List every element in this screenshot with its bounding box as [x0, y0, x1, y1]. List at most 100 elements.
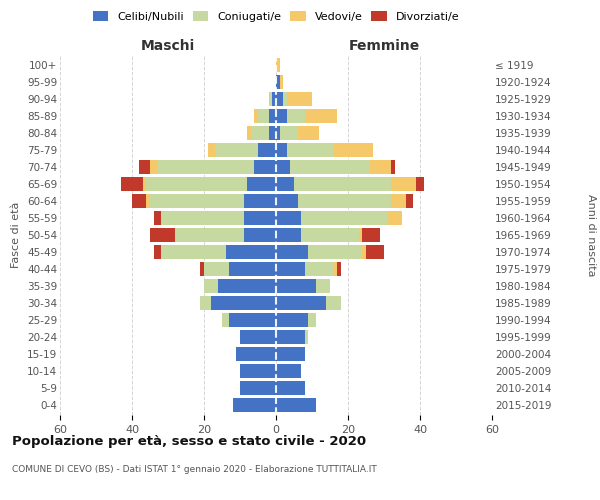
Bar [236, 347, 276, 361]
Bar [139, 160, 150, 174]
Bar [362, 245, 366, 259]
Bar [143, 177, 146, 191]
Bar [388, 211, 402, 225]
Bar [280, 75, 283, 89]
Bar [276, 279, 316, 293]
Bar [308, 313, 316, 327]
Bar [276, 211, 301, 225]
Bar [150, 194, 244, 208]
Bar [247, 177, 276, 191]
Text: COMUNE DI CEVO (BS) - Dati ISTAT 1° gennaio 2020 - Elaborazione TUTTITALIA.IT: COMUNE DI CEVO (BS) - Dati ISTAT 1° genn… [12, 465, 377, 474]
Bar [276, 313, 308, 327]
Bar [244, 228, 276, 242]
Bar [298, 194, 391, 208]
Bar [305, 109, 337, 123]
Bar [272, 92, 276, 106]
Bar [200, 296, 211, 310]
Bar [298, 126, 319, 140]
Bar [276, 75, 280, 89]
Y-axis label: Fasce di età: Fasce di età [11, 202, 22, 268]
Bar [204, 262, 229, 276]
Bar [276, 160, 290, 174]
Bar [121, 177, 143, 191]
Text: Femmine: Femmine [349, 40, 419, 54]
Bar [269, 126, 276, 140]
Bar [416, 177, 424, 191]
Bar [280, 126, 298, 140]
Bar [258, 109, 269, 123]
Bar [240, 364, 276, 378]
Bar [200, 262, 204, 276]
Text: Popolazione per età, sesso e stato civile - 2020: Popolazione per età, sesso e stato civil… [12, 435, 366, 448]
Bar [276, 143, 287, 157]
Bar [337, 262, 341, 276]
Bar [240, 381, 276, 395]
Bar [251, 126, 269, 140]
Bar [316, 279, 330, 293]
Bar [301, 211, 388, 225]
Bar [175, 228, 244, 242]
Bar [229, 313, 276, 327]
Bar [146, 194, 150, 208]
Bar [391, 177, 416, 191]
Bar [276, 296, 326, 310]
Text: Maschi: Maschi [141, 40, 195, 54]
Bar [366, 245, 384, 259]
Bar [276, 364, 301, 378]
Bar [305, 262, 334, 276]
Bar [276, 381, 305, 395]
Bar [254, 160, 276, 174]
Bar [276, 58, 280, 72]
Bar [308, 245, 362, 259]
Bar [276, 245, 308, 259]
Bar [334, 262, 337, 276]
Bar [211, 296, 276, 310]
Bar [362, 228, 380, 242]
Bar [359, 228, 362, 242]
Bar [334, 143, 373, 157]
Bar [370, 160, 391, 174]
Bar [391, 194, 406, 208]
Bar [244, 194, 276, 208]
Bar [276, 177, 294, 191]
Bar [269, 92, 272, 106]
Bar [287, 109, 305, 123]
Bar [161, 211, 244, 225]
Bar [161, 245, 226, 259]
Bar [233, 398, 276, 412]
Bar [276, 109, 287, 123]
Bar [290, 160, 370, 174]
Bar [154, 211, 161, 225]
Bar [215, 143, 258, 157]
Bar [150, 228, 175, 242]
Bar [276, 262, 305, 276]
Bar [276, 126, 280, 140]
Bar [154, 245, 161, 259]
Bar [391, 160, 395, 174]
Bar [150, 160, 157, 174]
Bar [326, 296, 341, 310]
Bar [276, 194, 298, 208]
Legend: Celibi/Nubili, Coniugati/e, Vedovi/e, Divorziati/e: Celibi/Nubili, Coniugati/e, Vedovi/e, Di… [89, 8, 463, 25]
Bar [157, 160, 254, 174]
Bar [208, 143, 215, 157]
Bar [226, 245, 276, 259]
Bar [276, 228, 301, 242]
Bar [283, 92, 287, 106]
Bar [254, 109, 258, 123]
Bar [258, 143, 276, 157]
Bar [229, 262, 276, 276]
Text: Anni di nascita: Anni di nascita [586, 194, 596, 276]
Bar [146, 177, 247, 191]
Bar [218, 279, 276, 293]
Bar [276, 398, 316, 412]
Bar [269, 109, 276, 123]
Bar [132, 194, 146, 208]
Bar [276, 92, 283, 106]
Bar [294, 177, 391, 191]
Bar [240, 330, 276, 344]
Bar [247, 126, 251, 140]
Bar [287, 143, 334, 157]
Bar [276, 347, 305, 361]
Bar [406, 194, 413, 208]
